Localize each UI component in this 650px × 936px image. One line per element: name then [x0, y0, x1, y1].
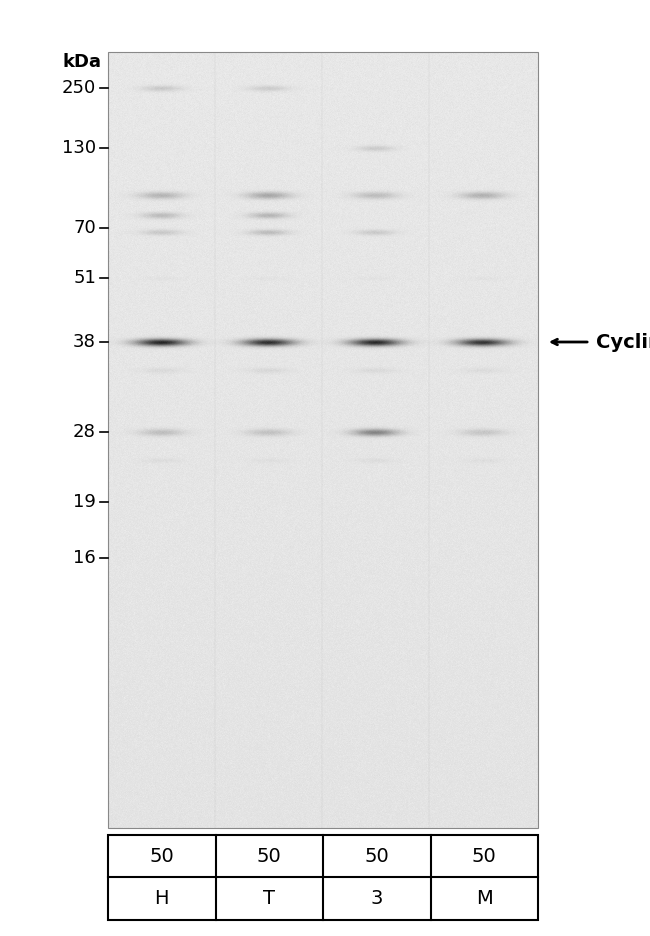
Text: 130: 130 [62, 139, 96, 157]
Text: 250: 250 [62, 79, 96, 97]
Bar [108, 835, 538, 920]
Text: 19: 19 [73, 493, 96, 511]
Text: 50: 50 [257, 846, 281, 866]
Text: 16: 16 [73, 549, 96, 567]
Text: 28: 28 [73, 423, 96, 441]
Text: T: T [263, 889, 275, 908]
Text: 51: 51 [73, 269, 96, 287]
Text: M: M [476, 889, 493, 908]
Text: 38: 38 [73, 333, 96, 351]
Bar [108, 52, 538, 828]
Text: Cyclin Y: Cyclin Y [596, 332, 650, 352]
Text: 50: 50 [365, 846, 389, 866]
Text: 3: 3 [370, 889, 383, 908]
Text: 70: 70 [73, 219, 96, 237]
Text: kDa: kDa [63, 53, 102, 71]
Text: 50: 50 [472, 846, 497, 866]
Text: 50: 50 [150, 846, 174, 866]
Text: H: H [155, 889, 169, 908]
